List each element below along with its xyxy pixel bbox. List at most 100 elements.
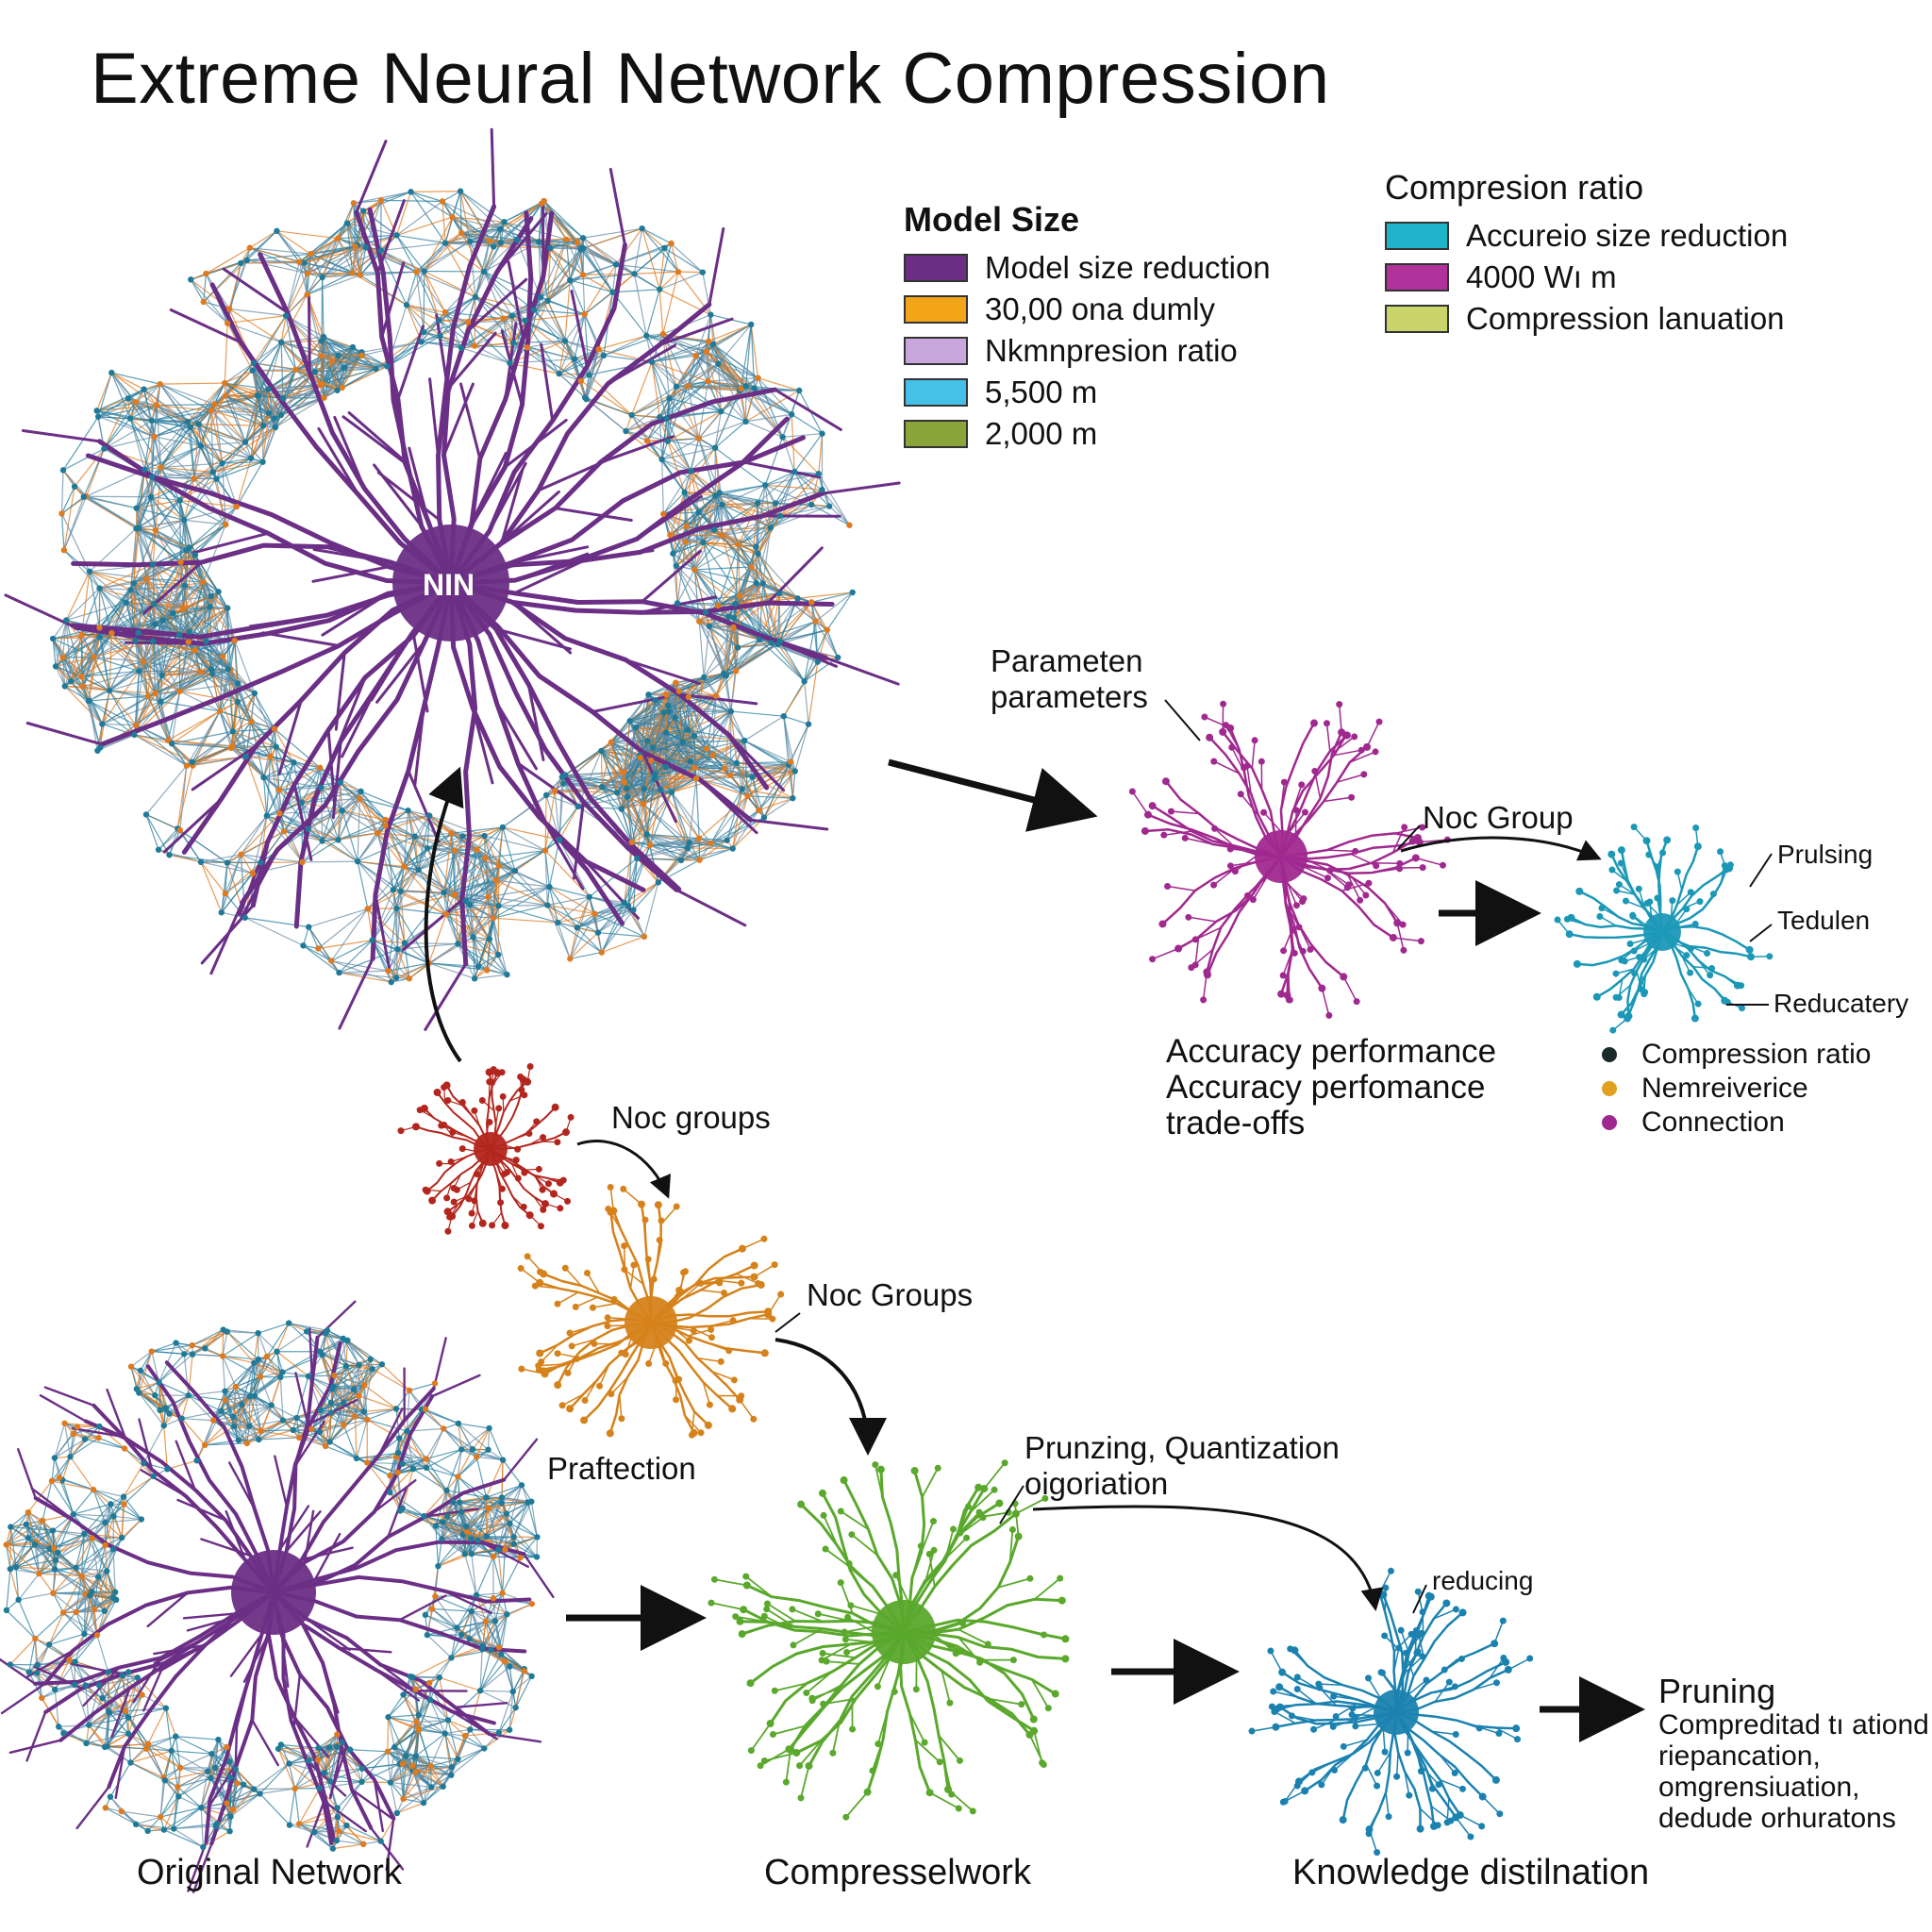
mesh-edge: [723, 641, 773, 675]
network-node: [581, 394, 589, 401]
mesh-edge: [793, 433, 824, 473]
mesh-edge: [178, 641, 190, 691]
mesh-edge: [215, 441, 246, 480]
network-node: [801, 678, 808, 685]
mesh-edge: [281, 340, 322, 343]
mesh-edge: [533, 309, 566, 341]
network-node: [684, 844, 691, 852]
network-node: [191, 475, 198, 482]
mesh-edge: [179, 673, 213, 692]
network-node: [279, 394, 287, 402]
mesh-edge: [717, 544, 740, 607]
network-node: [79, 683, 87, 691]
mesh-edge: [714, 421, 746, 449]
network-node: [691, 764, 698, 772]
network-node: [753, 579, 759, 587]
mesh-edge: [159, 383, 212, 411]
mesh-edge: [702, 504, 724, 543]
mesh-edge: [758, 797, 793, 811]
network-node: [152, 690, 158, 697]
network-branch: [742, 460, 822, 479]
network-branch: [708, 226, 725, 307]
network-node: [335, 837, 341, 843]
mesh-edge: [151, 409, 211, 422]
mesh-edge: [396, 216, 453, 236]
mesh-edge: [234, 641, 239, 684]
network-node: [631, 271, 638, 277]
mesh-edge: [89, 571, 147, 580]
network-node: [492, 877, 500, 884]
network-node: [482, 855, 489, 861]
mesh-edge: [689, 842, 701, 860]
network-node: [674, 600, 681, 607]
network-node: [96, 585, 103, 591]
mesh-edge: [156, 405, 211, 411]
network-node: [645, 691, 652, 698]
network-node: [358, 352, 365, 359]
network-node: [442, 910, 450, 918]
network-node: [152, 526, 159, 534]
network-node: [233, 503, 241, 510]
mesh-edge: [750, 324, 756, 389]
mesh-edge: [690, 471, 700, 513]
mesh-edge: [646, 833, 700, 840]
network-node: [276, 810, 283, 817]
mesh-edge: [738, 503, 758, 545]
network-node: [147, 493, 155, 500]
mesh-edge: [459, 191, 505, 223]
mesh-edge: [451, 191, 461, 218]
mesh-edge: [410, 191, 443, 203]
network-node: [406, 975, 412, 982]
network-node: [441, 240, 449, 246]
network-node: [155, 846, 162, 853]
mesh-edge: [424, 216, 454, 272]
mesh-edge: [428, 942, 458, 964]
network-node: [544, 297, 551, 305]
mesh-edge: [99, 602, 127, 628]
network-node: [652, 771, 658, 778]
mesh-edge: [808, 661, 819, 724]
network-node: [158, 672, 165, 679]
mesh-edge: [719, 484, 766, 493]
mesh-edge: [473, 917, 494, 938]
mesh-edge: [200, 395, 226, 446]
network-node: [641, 786, 648, 792]
network-node: [170, 609, 176, 617]
mesh-edge: [225, 395, 270, 414]
network-node: [666, 395, 673, 402]
mesh-edge: [403, 866, 445, 893]
network-node: [385, 967, 391, 974]
mesh-edge: [210, 410, 224, 464]
network-node: [652, 697, 658, 704]
network-branch: [334, 651, 346, 731]
mesh-edge: [231, 721, 252, 747]
mesh-edge: [301, 767, 321, 803]
mesh-edge: [330, 908, 369, 961]
network-node: [108, 629, 115, 637]
network-branch: [191, 744, 258, 791]
network-node: [608, 739, 615, 745]
network-node: [126, 415, 134, 422]
network-node: [513, 236, 520, 243]
mesh-edge: [320, 787, 324, 841]
network-node: [238, 259, 244, 267]
network-node: [586, 893, 592, 901]
mesh-edge: [791, 413, 823, 435]
mesh-edge: [391, 977, 409, 983]
mesh-edge: [308, 926, 341, 974]
mesh-edge: [484, 826, 504, 858]
mesh-edge: [671, 242, 704, 274]
mesh-edge: [127, 397, 158, 407]
network-node: [319, 380, 326, 388]
network-node: [203, 638, 209, 645]
network-node: [249, 870, 257, 877]
network-node: [787, 758, 794, 765]
mesh-edge: [502, 826, 546, 852]
mesh-edge: [372, 940, 405, 944]
network-node: [132, 637, 139, 644]
network-node: [413, 269, 420, 275]
mesh-edge: [303, 944, 332, 962]
network-node: [158, 464, 164, 471]
network-node: [200, 298, 207, 306]
network-node: [500, 315, 508, 322]
